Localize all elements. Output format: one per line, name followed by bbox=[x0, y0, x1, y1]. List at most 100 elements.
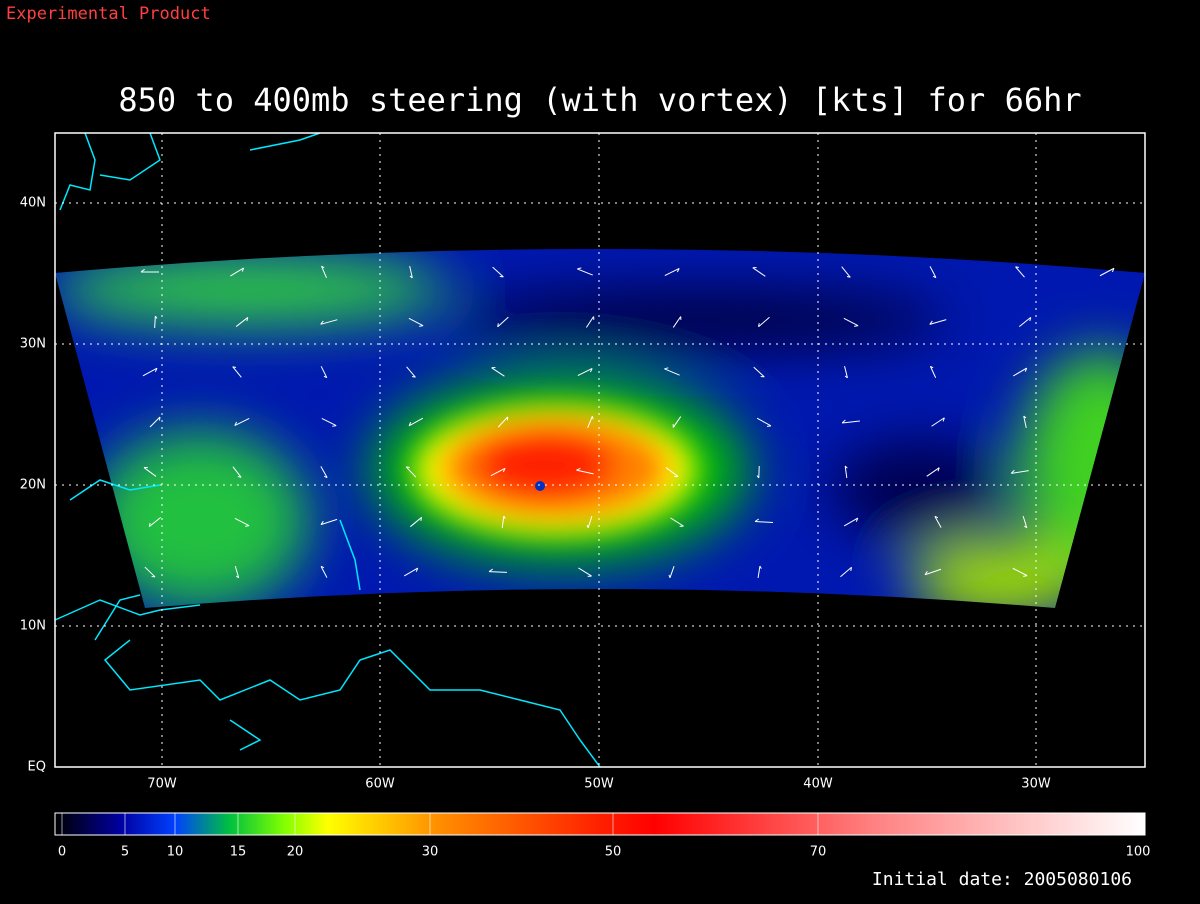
wind-arrow bbox=[844, 465, 848, 479]
wind-arrow bbox=[756, 465, 760, 479]
colorbar-label: 50 bbox=[605, 845, 622, 860]
wind-arrow bbox=[230, 267, 245, 277]
wind-arrow bbox=[320, 319, 338, 325]
wind-arrow bbox=[753, 366, 765, 378]
wind-arrow bbox=[234, 565, 240, 579]
wind-arrow bbox=[934, 515, 942, 528]
wind-arrow bbox=[409, 265, 413, 279]
wind-arrow bbox=[492, 266, 504, 278]
wind-arrow bbox=[1013, 367, 1028, 377]
graticule bbox=[55, 133, 1145, 767]
wind-arrow bbox=[1099, 267, 1115, 277]
wind-arrow bbox=[931, 417, 945, 427]
lat-label: 10N bbox=[20, 619, 46, 634]
lat-label: EQ bbox=[28, 760, 46, 775]
map-title: 850 to 400mb steering (with vortex) [kts… bbox=[118, 81, 1081, 119]
wind-arrow bbox=[320, 518, 338, 526]
colorbar-label: 100 bbox=[1126, 845, 1151, 860]
wind-arrow bbox=[321, 417, 337, 427]
colorbar-label: 20 bbox=[287, 845, 304, 860]
wind-arrow bbox=[843, 317, 859, 327]
wind-arrow bbox=[672, 416, 682, 428]
lon-label: 40W bbox=[803, 777, 833, 792]
wind-arrow bbox=[232, 466, 242, 478]
wind-arrow bbox=[841, 419, 860, 424]
lat-label: 20N bbox=[20, 478, 46, 493]
wind-arrow bbox=[497, 316, 509, 328]
lon-label: 30W bbox=[1021, 777, 1051, 792]
lon-label: 50W bbox=[584, 777, 614, 792]
wind-arrow bbox=[585, 316, 595, 328]
wind-arrow bbox=[1012, 567, 1028, 577]
wind-arrow bbox=[1015, 266, 1025, 278]
wind-arrow bbox=[488, 568, 508, 573]
map-frame bbox=[54, 132, 1146, 768]
wind-arrow bbox=[577, 267, 593, 276]
wind-arrow bbox=[497, 416, 509, 428]
wind-arrow bbox=[143, 467, 157, 477]
wind-arrow bbox=[144, 566, 156, 578]
wind-arrow bbox=[756, 417, 772, 427]
lat-label: 30N bbox=[20, 337, 46, 352]
lon-label: 70W bbox=[147, 777, 177, 792]
colorbar-label: 10 bbox=[167, 845, 184, 860]
wind-arrow bbox=[578, 567, 592, 577]
wind-arrow bbox=[670, 517, 684, 527]
lon-labels: 70W 60W 50W 40W 30W bbox=[147, 777, 1051, 792]
wind-arrow bbox=[234, 517, 250, 527]
wind-arrow bbox=[408, 317, 424, 327]
wind-arrow bbox=[320, 565, 328, 578]
colorbar-labels: 0 5 10 15 20 30 50 70 100 bbox=[58, 813, 1151, 860]
wind-arrow bbox=[149, 416, 161, 428]
wind-arrow bbox=[410, 516, 423, 528]
wind-arrows bbox=[140, 265, 1115, 579]
wind-arrow bbox=[321, 265, 327, 278]
lon-label: 60W bbox=[365, 777, 395, 792]
wind-arrow bbox=[841, 266, 851, 278]
wind-arrow bbox=[235, 317, 249, 327]
wind-arrow bbox=[1023, 415, 1027, 429]
wind-arrow bbox=[754, 518, 773, 524]
colorbar bbox=[54, 812, 1146, 836]
wind-arrow bbox=[406, 366, 416, 378]
wind-arrow bbox=[840, 566, 853, 578]
wind-arrow bbox=[491, 367, 505, 377]
wind-arrow bbox=[672, 316, 682, 328]
wind-arrow bbox=[752, 267, 766, 277]
wind-arrow bbox=[929, 319, 947, 325]
wind-arrow bbox=[844, 365, 848, 379]
wind-arrow bbox=[668, 565, 675, 579]
wind-arrow bbox=[929, 365, 937, 378]
wind-arrow bbox=[490, 467, 506, 477]
wind-arrow bbox=[664, 267, 680, 277]
wind-arrow bbox=[232, 366, 242, 378]
lat-label: 40N bbox=[20, 196, 46, 211]
wind-arrow bbox=[758, 316, 770, 328]
wind-arrow bbox=[154, 315, 158, 329]
coastlines bbox=[54, 132, 601, 768]
product-label: Experimental Product bbox=[6, 4, 211, 24]
wind-arrow bbox=[757, 565, 762, 579]
lat-labels: 40N 30N 20N 10N EQ bbox=[20, 196, 46, 775]
wind-arrow bbox=[501, 515, 506, 529]
wind-arrow bbox=[843, 517, 859, 527]
wind-arrow bbox=[665, 467, 679, 477]
wind-arrow bbox=[586, 515, 593, 529]
colorbar-label: 15 bbox=[230, 845, 247, 860]
colorbar-label: 30 bbox=[422, 845, 439, 860]
wind-arrow bbox=[142, 367, 158, 377]
wind-arrow bbox=[320, 366, 328, 379]
wind-arrow bbox=[140, 268, 159, 273]
colorbar-label: 5 bbox=[121, 845, 129, 860]
wind-arrow bbox=[926, 467, 940, 477]
colorbar-label: 70 bbox=[810, 845, 827, 860]
wind-arrow bbox=[929, 266, 937, 279]
wind-arrow bbox=[664, 367, 680, 376]
wind-arrow bbox=[403, 567, 419, 577]
wind-arrow bbox=[234, 417, 250, 427]
wind-arrow bbox=[577, 367, 593, 377]
wind-arrow bbox=[405, 466, 417, 478]
colorbar-label: 0 bbox=[58, 845, 66, 860]
wind-arrow bbox=[148, 516, 162, 528]
